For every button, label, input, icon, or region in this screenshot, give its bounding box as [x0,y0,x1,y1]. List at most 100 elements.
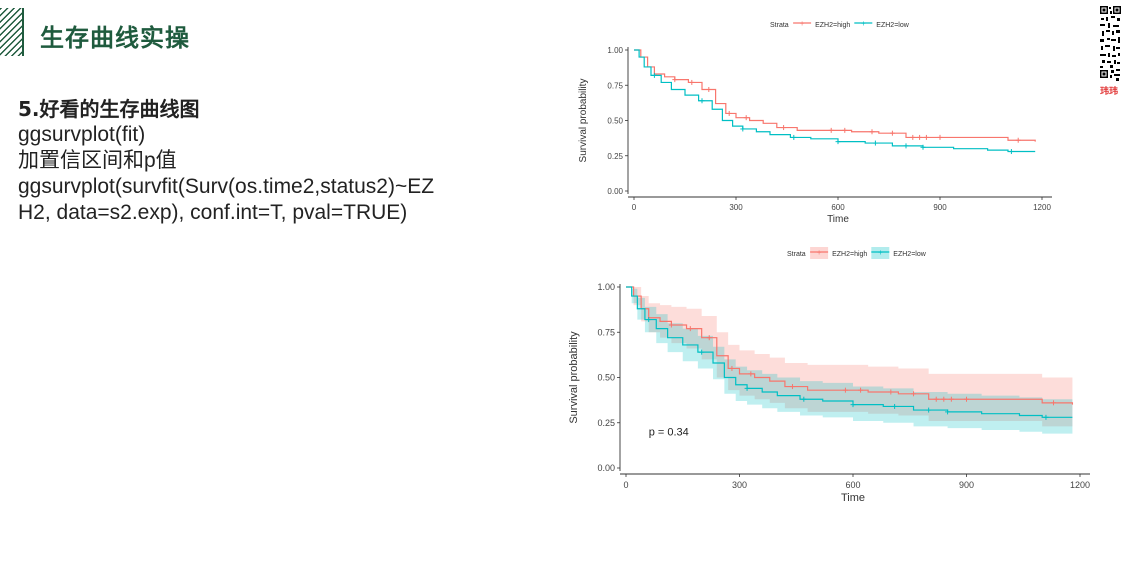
censor-mark-0 [941,396,947,402]
censor-mark-0 [911,391,917,397]
censor-mark-1 [945,409,951,415]
censor-mark-1 [1043,414,1049,420]
legend-key-mark: + [861,19,866,28]
censor-mark-1 [872,140,878,146]
legend-key-mark: + [800,19,805,28]
censor-mark-1 [699,98,705,104]
censor-mark-0 [964,396,969,402]
censor-mark-0 [937,134,943,140]
censor-mark-0 [888,389,894,395]
legend-key-band [871,247,890,259]
y-tick-label: 0.50 [607,117,623,126]
code-line-3: ggsurvplot(survfit(Surv(os.time2,status2… [18,175,435,198]
y-tick-label: 0.25 [607,152,623,161]
legend-label-0: EZH2=high [815,22,850,29]
legend-key-mark: + [878,248,883,257]
body-line-2: 加置信区间和p值 [18,149,177,172]
censor-mark-0 [948,396,954,402]
censor-mark-0 [726,110,732,116]
censor-mark-0 [743,115,749,121]
censor-mark-0 [923,134,929,140]
censor-mark-0 [668,322,674,328]
censor-mark-0 [889,130,895,136]
km-chart-confint: Strata + EZH2=high + EZH2=low 0.00 0.25 0.50 0.7… [568,247,1090,504]
qr-code-icon [1099,4,1122,84]
x-axis-label: Time [827,214,849,225]
y-tick-label: 0.75 [607,81,623,90]
censor-mark-0 [910,134,916,140]
legend-key-mark: + [817,248,822,257]
censor-mark-0 [687,326,693,332]
censor-mark-0 [933,396,939,402]
censor-mark-1 [801,396,807,402]
legend-title: Strata [787,251,806,258]
y-tick-label: 0.00 [597,463,615,473]
km-chart-basic: Strata + EZH2=high + EZH2=low 0.00 0.25 0.50 0.7… [578,19,1052,225]
censor-mark-0 [689,79,695,85]
section-heading: 5.好看的生存曲线图 [18,97,200,121]
x-tick-label: 300 [729,203,743,212]
y-tick-label: 0.25 [597,418,615,428]
censor-mark-0 [828,127,834,133]
censor-mark-0 [672,77,678,83]
y-tick-label: 1.00 [607,46,623,55]
legend-label-1: EZH2=low [893,251,926,258]
legend: Strata + EZH2=high + EZH2=low [770,19,910,29]
censor-mark-0 [706,86,712,92]
y-axis-label: Survival probability [578,79,589,163]
x-tick-label: 600 [831,203,845,212]
page-title: 生存曲线实操 [40,24,190,52]
censor-mark-1 [744,385,750,391]
y-tick-label: 0.00 [607,187,623,196]
confidence-band-1 [626,287,1073,434]
censor-mark-0 [789,384,795,390]
censor-mark-1 [651,72,657,78]
x-tick-label: 900 [933,203,947,212]
censor-mark-0 [729,365,735,371]
censor-mark-0 [917,134,923,140]
x-tick-label: 0 [632,203,637,212]
legend-key-band [810,247,829,259]
y-tick-label: 1.00 [597,282,615,292]
x-tick-label: 600 [845,480,860,490]
p-value-label: p = 0.34 [649,426,689,438]
x-tick-label: 300 [732,480,747,490]
survival-curve-1 [634,49,1036,153]
censor-mark-0 [858,387,864,393]
x-tick-label: 1200 [1033,203,1051,212]
code-line-4: H2, data=s2.exp), conf.int=T, pval=TRUE) [18,201,408,224]
censor-mark-0 [842,387,848,393]
y-tick-label: 0.50 [597,373,615,383]
code-line-1: ggsurvplot(fit) [18,123,146,146]
censor-mark-1 [920,144,926,150]
censor-mark-1 [646,317,652,323]
censor-mark-1 [740,126,746,132]
censor-mark-1 [892,403,898,409]
x-axis-label: Time [841,492,865,504]
legend: Strata + EZH2=high + EZH2=low [787,247,927,259]
y-tick-label: 0.75 [597,327,615,337]
legend-label-0: EZH2=high [832,251,867,258]
y-axis-label: Survival probability [568,331,580,424]
x-tick-label: 1200 [1070,480,1090,490]
censor-mark-0 [842,127,848,133]
censor-mark-0 [869,129,875,135]
survival-curve-0 [634,49,1036,142]
censor-mark-0 [1051,400,1057,406]
x-tick-label: 0 [623,480,628,490]
x-tick-label: 900 [959,480,974,490]
censor-mark-1 [926,407,932,413]
confidence-band-0 [626,287,1073,429]
title-stripes-decoration [0,8,24,56]
censor-mark-1 [699,349,705,355]
censor-mark-1 [835,139,841,145]
censor-mark-1 [791,134,797,140]
slide-body: 5.好看的生存曲线图 ggsurvplot(fit) 加置信区间和p值 ggsu… [18,96,528,226]
censor-mark-0 [1015,137,1021,143]
legend-label-1: EZH2=low [876,22,909,29]
censor-mark-0 [706,335,712,341]
censor-mark-1 [1008,149,1014,155]
censor-mark-0 [748,371,754,377]
qr-caption: 玮玮 [1100,87,1119,97]
legend-title: Strata [770,22,789,29]
